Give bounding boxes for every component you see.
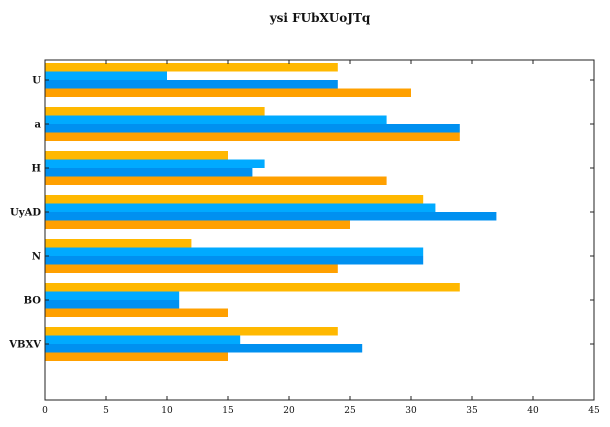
y-tick-label-UyAD: UyAD xyxy=(10,208,41,219)
y-tick-label-U: U xyxy=(32,76,41,87)
bar-N-series-2 xyxy=(45,247,424,256)
bar-VBXV-series-1 xyxy=(45,327,338,336)
bar-a-series-3 xyxy=(45,124,460,133)
bar-UyAD-series-4 xyxy=(45,220,350,229)
bar-H-series-2 xyxy=(45,159,265,168)
bar-a-series-4 xyxy=(45,132,460,141)
chart-title: ysi FUbXUoJTq xyxy=(269,11,371,25)
x-tick-label-20: 20 xyxy=(283,406,295,416)
x-tick-label-5: 5 xyxy=(103,406,109,416)
x-tick-label-15: 15 xyxy=(222,406,234,416)
bar-UyAD-series-2 xyxy=(45,203,436,212)
bar-VBXV-series-3 xyxy=(45,344,363,353)
bar-BO-series-1 xyxy=(45,283,460,292)
bar-H-series-3 xyxy=(45,168,253,177)
x-tick-label-30: 30 xyxy=(405,406,417,416)
x-tick-label-10: 10 xyxy=(161,406,173,416)
bar-a-series-2 xyxy=(45,115,387,124)
bar-BO-series-4 xyxy=(45,308,228,317)
bar-U-series-4 xyxy=(45,88,411,97)
bar-U-series-2 xyxy=(45,71,167,80)
bar-a-series-1 xyxy=(45,107,265,116)
x-tick-label-35: 35 xyxy=(466,406,478,416)
bar-H-series-1 xyxy=(45,151,228,160)
x-tick-label-0: 0 xyxy=(42,406,48,416)
x-tick-label-40: 40 xyxy=(527,406,539,416)
y-tick-label-VBXV: VBXV xyxy=(8,340,41,351)
y-tick-label-a: a xyxy=(35,120,42,131)
bar-U-series-3 xyxy=(45,80,338,89)
bar-VBXV-series-4 xyxy=(45,352,228,361)
bar-N-series-4 xyxy=(45,264,338,273)
plot-frame xyxy=(44,59,595,401)
ticks-layer: Ua H UyAD N BO VBXV 0 5 10 15 20 25 30 35 40 45 xyxy=(8,60,600,416)
bar-N-series-3 xyxy=(45,256,424,265)
x-tick-label-45: 45 xyxy=(588,406,600,416)
y-tick-label-H: H xyxy=(32,164,41,175)
bar-BO-series-3 xyxy=(45,300,180,309)
bar-N-series-1 xyxy=(45,239,192,248)
bar-H-series-4 xyxy=(45,176,387,185)
bar-UyAD-series-3 xyxy=(45,212,497,221)
bar-U-series-1 xyxy=(45,63,338,72)
bars-layer xyxy=(45,63,497,361)
bar-BO-series-2 xyxy=(45,291,180,300)
x-tick-label-25: 25 xyxy=(344,406,356,416)
bar-UyAD-series-1 xyxy=(45,195,424,204)
y-tick-label-BO: BO xyxy=(24,296,42,307)
y-tick-label-N: N xyxy=(32,252,41,263)
bar-VBXV-series-2 xyxy=(45,335,241,344)
